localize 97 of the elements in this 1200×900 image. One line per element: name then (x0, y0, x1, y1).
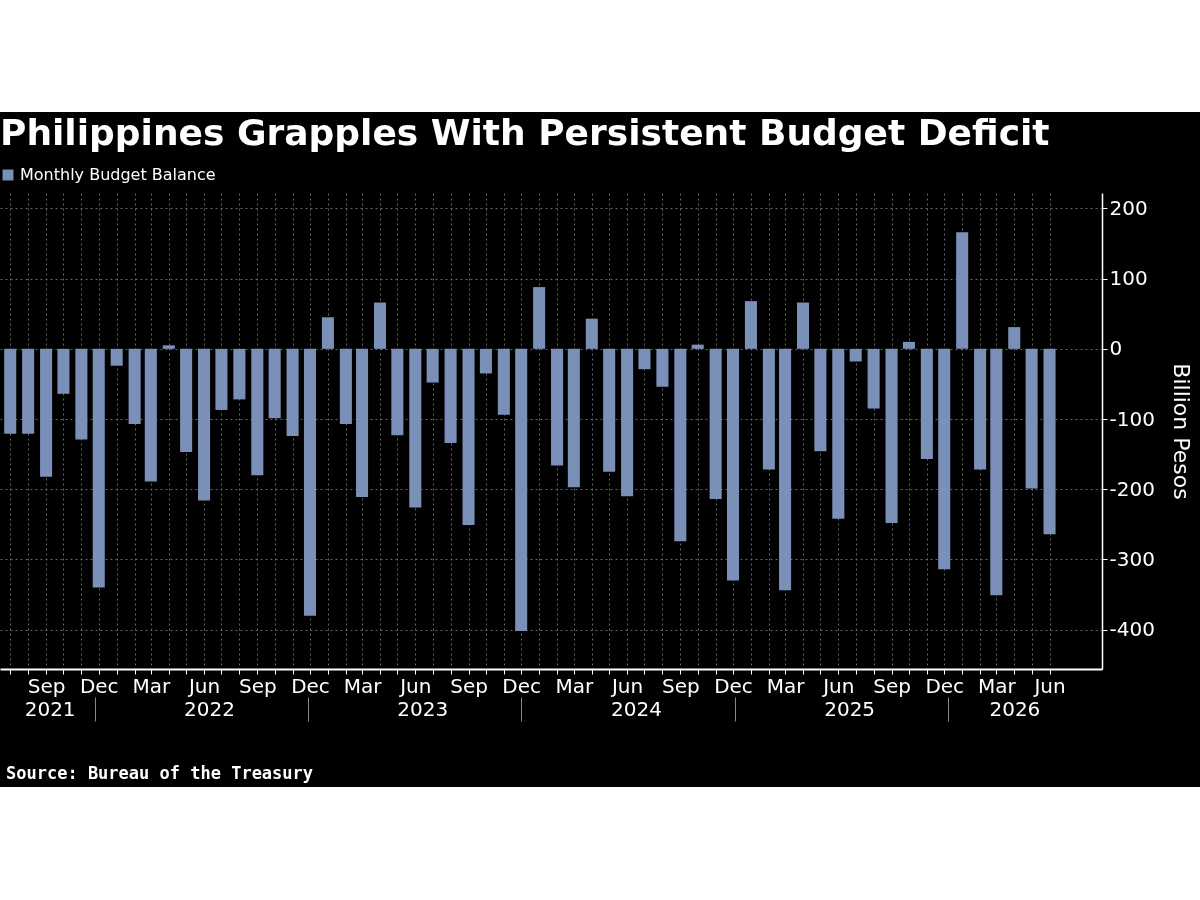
bar (144, 348, 157, 482)
bar (814, 348, 827, 452)
bar (656, 348, 669, 387)
bar (567, 348, 580, 488)
y-tick-label: 100 (1109, 266, 1148, 291)
source-note: Source: Bureau of the Treasury (6, 763, 314, 783)
bar (1043, 348, 1056, 535)
bar (1025, 348, 1038, 489)
x-tick-label: Dec (291, 673, 330, 698)
bar (744, 301, 757, 349)
bar (339, 348, 352, 424)
bar (321, 317, 334, 349)
bar (533, 287, 546, 349)
bar (40, 348, 53, 477)
bar (462, 348, 475, 526)
bar (215, 348, 228, 410)
x2-tick-label: 2025 (824, 696, 876, 721)
y-tick-label: -300 (1109, 546, 1155, 571)
bar (75, 348, 88, 440)
x2-tick-label: 2021 (24, 696, 76, 721)
x-tick-label: Dec (502, 673, 542, 698)
bar (92, 348, 105, 588)
bar (797, 302, 810, 349)
bar (603, 348, 616, 472)
x-tick-label: Jun (1032, 673, 1066, 698)
bar (251, 348, 264, 476)
bar (585, 318, 598, 349)
bar (551, 348, 564, 466)
x-tick-label: Jun (398, 673, 432, 698)
bar (409, 348, 422, 508)
bar (762, 348, 775, 470)
x-tick-label: Jun (186, 673, 221, 698)
bar (885, 348, 898, 523)
x-tick-label: Sep (450, 673, 488, 698)
bar (356, 348, 369, 497)
bar (110, 348, 123, 366)
bar (974, 348, 987, 470)
x-tick-label: Mar (977, 673, 1017, 698)
x2-tick-label: 2022 (184, 696, 236, 721)
bar (233, 348, 246, 400)
y-tick-label: -100 (1109, 406, 1155, 431)
y-tick-label: 0 (1109, 336, 1123, 361)
bar (426, 348, 439, 383)
bar (128, 348, 141, 424)
bar (162, 345, 175, 349)
bar (920, 348, 933, 460)
bar (497, 348, 510, 415)
x-tick-label: Sep (27, 673, 66, 698)
bar (373, 302, 387, 349)
x-tick-label: Mar (132, 673, 171, 698)
bar (286, 348, 299, 436)
y-tick-label: 200 (1109, 195, 1148, 220)
legend-label: Monthly Budget Balance (20, 165, 216, 184)
bar (1008, 327, 1021, 349)
x2-tick-label: 2024 (611, 696, 662, 721)
bar (4, 348, 17, 434)
x-tick-label: Dec (925, 673, 965, 698)
bar (198, 348, 211, 501)
bar (180, 348, 193, 453)
bar (479, 348, 492, 374)
y-tick-label: -200 (1109, 476, 1155, 501)
x-tick-label: Sep (238, 673, 277, 698)
x2-tick-label: 2023 (397, 696, 449, 721)
bar (303, 348, 316, 616)
x-tick-label: Mar (766, 673, 806, 698)
bar (990, 348, 1003, 596)
bar (391, 348, 404, 436)
bar (902, 341, 915, 349)
bar (515, 348, 528, 632)
x-tick-label: Dec (714, 673, 753, 698)
bar (57, 348, 70, 394)
bar (832, 348, 845, 519)
bar (726, 348, 740, 581)
x-tick-label: Jun (609, 673, 644, 698)
bar (268, 348, 281, 419)
x-tick-label: Sep (873, 673, 911, 698)
chart-title: Philippines Grapples With Persistent Budget Deficit (0, 112, 1050, 153)
x2-tick-label: 2026 (989, 696, 1041, 721)
bar (849, 348, 862, 362)
bar (674, 348, 687, 542)
bar (867, 348, 880, 409)
x-tick-label: Mar (343, 673, 383, 698)
bar (938, 348, 951, 570)
bar (638, 348, 651, 370)
x-tick-label: Mar (555, 673, 594, 698)
bar (691, 344, 704, 349)
bar (621, 348, 634, 497)
y-tick-label: -400 (1109, 617, 1155, 642)
bar (22, 348, 35, 434)
x-tick-label: Jun (821, 673, 855, 698)
x-tick-label: Dec (79, 673, 119, 698)
bar (956, 232, 969, 349)
bar (444, 348, 457, 443)
x-tick-label: Sep (661, 673, 700, 698)
bar (779, 348, 792, 591)
bar (709, 348, 722, 500)
y-axis-title: Billion Pesos (1168, 363, 1194, 500)
